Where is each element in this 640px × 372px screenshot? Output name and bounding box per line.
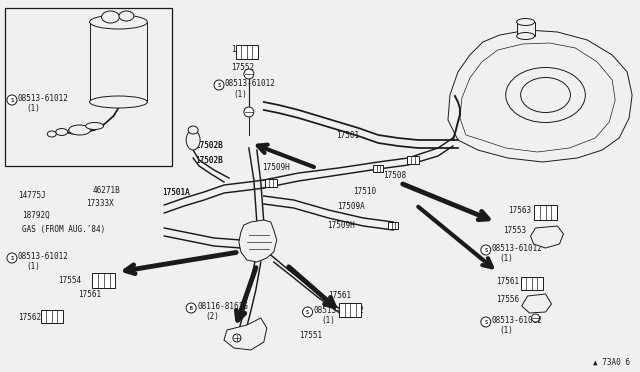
Ellipse shape [47, 131, 56, 137]
Text: 17561: 17561 [328, 291, 351, 300]
Text: S: S [306, 310, 309, 315]
Ellipse shape [188, 126, 198, 134]
Bar [90, 22, 147, 102]
Text: (1): (1) [26, 262, 40, 271]
Ellipse shape [516, 19, 534, 26]
Ellipse shape [90, 15, 147, 29]
Text: 08513-61012: 08513-61012 [18, 94, 68, 103]
Polygon shape [239, 220, 276, 262]
Ellipse shape [90, 96, 147, 108]
Bar [534, 205, 557, 219]
Text: 17501A: 17501A [163, 188, 190, 197]
Circle shape [186, 303, 196, 313]
Text: 08116-8161G: 08116-8161G [197, 302, 248, 311]
Circle shape [7, 253, 17, 263]
Text: 17501A: 17501A [163, 188, 190, 197]
Text: 08513-61012: 08513-61012 [492, 316, 543, 325]
Polygon shape [522, 294, 552, 313]
Text: ▲ 73A0 6: ▲ 73A0 6 [593, 358, 630, 367]
Text: (1): (1) [321, 316, 335, 325]
Text: 17508: 17508 [383, 171, 406, 180]
Text: (1): (1) [233, 90, 247, 99]
Text: S: S [10, 98, 13, 103]
Text: 17509H: 17509H [262, 163, 289, 172]
Polygon shape [224, 318, 267, 350]
Bar [265, 179, 276, 187]
Text: 08513-61012: 08513-61012 [492, 244, 543, 253]
Text: 17509H: 17509H [328, 221, 355, 230]
Text: 17502B: 17502B [195, 141, 223, 150]
Text: 17556: 17556 [496, 295, 519, 304]
Text: (1): (1) [500, 326, 514, 335]
Text: 17509A: 17509A [337, 202, 365, 211]
Ellipse shape [86, 122, 104, 129]
Text: 17554: 17554 [58, 276, 81, 285]
Text: 17561: 17561 [77, 290, 100, 299]
Text: 08513-61012: 08513-61012 [225, 79, 276, 88]
Text: 08513-61012: 08513-61012 [18, 252, 68, 261]
Polygon shape [531, 226, 563, 248]
Text: 14775J: 14775J [18, 191, 45, 200]
Text: 17561: 17561 [231, 45, 254, 54]
Bar [236, 45, 258, 59]
Circle shape [481, 245, 491, 255]
Ellipse shape [56, 128, 68, 135]
Bar [516, 22, 534, 36]
Circle shape [244, 69, 254, 79]
Text: S: S [484, 320, 487, 325]
Bar [407, 156, 419, 164]
Text: 17563: 17563 [508, 206, 531, 215]
Text: 17566: 17566 [227, 333, 250, 342]
Circle shape [214, 80, 224, 90]
Bar [373, 164, 383, 171]
Text: 17561: 17561 [496, 277, 519, 286]
Circle shape [7, 95, 17, 105]
Text: 17552: 17552 [231, 63, 254, 72]
Ellipse shape [186, 130, 200, 150]
Bar [339, 303, 362, 317]
Text: S: S [218, 83, 221, 88]
Bar [520, 276, 543, 289]
Text: B: B [189, 306, 193, 311]
Text: (2): (2) [205, 312, 219, 321]
Text: 46271B: 46271B [93, 186, 120, 195]
Circle shape [233, 334, 241, 342]
Text: 17502B: 17502B [195, 141, 223, 150]
Text: (1): (1) [500, 254, 514, 263]
Circle shape [244, 107, 254, 117]
Text: 17553: 17553 [502, 226, 526, 235]
Text: 17501: 17501 [337, 131, 360, 140]
Circle shape [532, 314, 540, 322]
Ellipse shape [119, 11, 134, 21]
Text: 17510: 17510 [353, 187, 376, 196]
Bar [5, 8, 172, 166]
Circle shape [303, 307, 312, 317]
Ellipse shape [102, 11, 120, 23]
Circle shape [481, 317, 491, 327]
Text: (1): (1) [26, 104, 40, 113]
Text: S: S [484, 248, 487, 253]
Ellipse shape [516, 32, 534, 39]
Text: 17502B: 17502B [195, 156, 223, 165]
Text: 08513-61012: 08513-61012 [314, 306, 364, 315]
Bar [92, 273, 115, 288]
Text: 17502B: 17502B [195, 156, 223, 165]
Text: 17551: 17551 [299, 331, 322, 340]
Bar [388, 221, 398, 228]
Bar [41, 310, 63, 323]
Text: 17333X: 17333X [86, 199, 115, 208]
Text: S: S [10, 256, 13, 261]
Ellipse shape [68, 125, 91, 135]
Polygon shape [448, 30, 632, 162]
Text: 17562: 17562 [18, 313, 41, 322]
Text: 18792Q: 18792Q [22, 211, 50, 220]
Text: GAS (FROM AUG.'84): GAS (FROM AUG.'84) [22, 225, 105, 234]
